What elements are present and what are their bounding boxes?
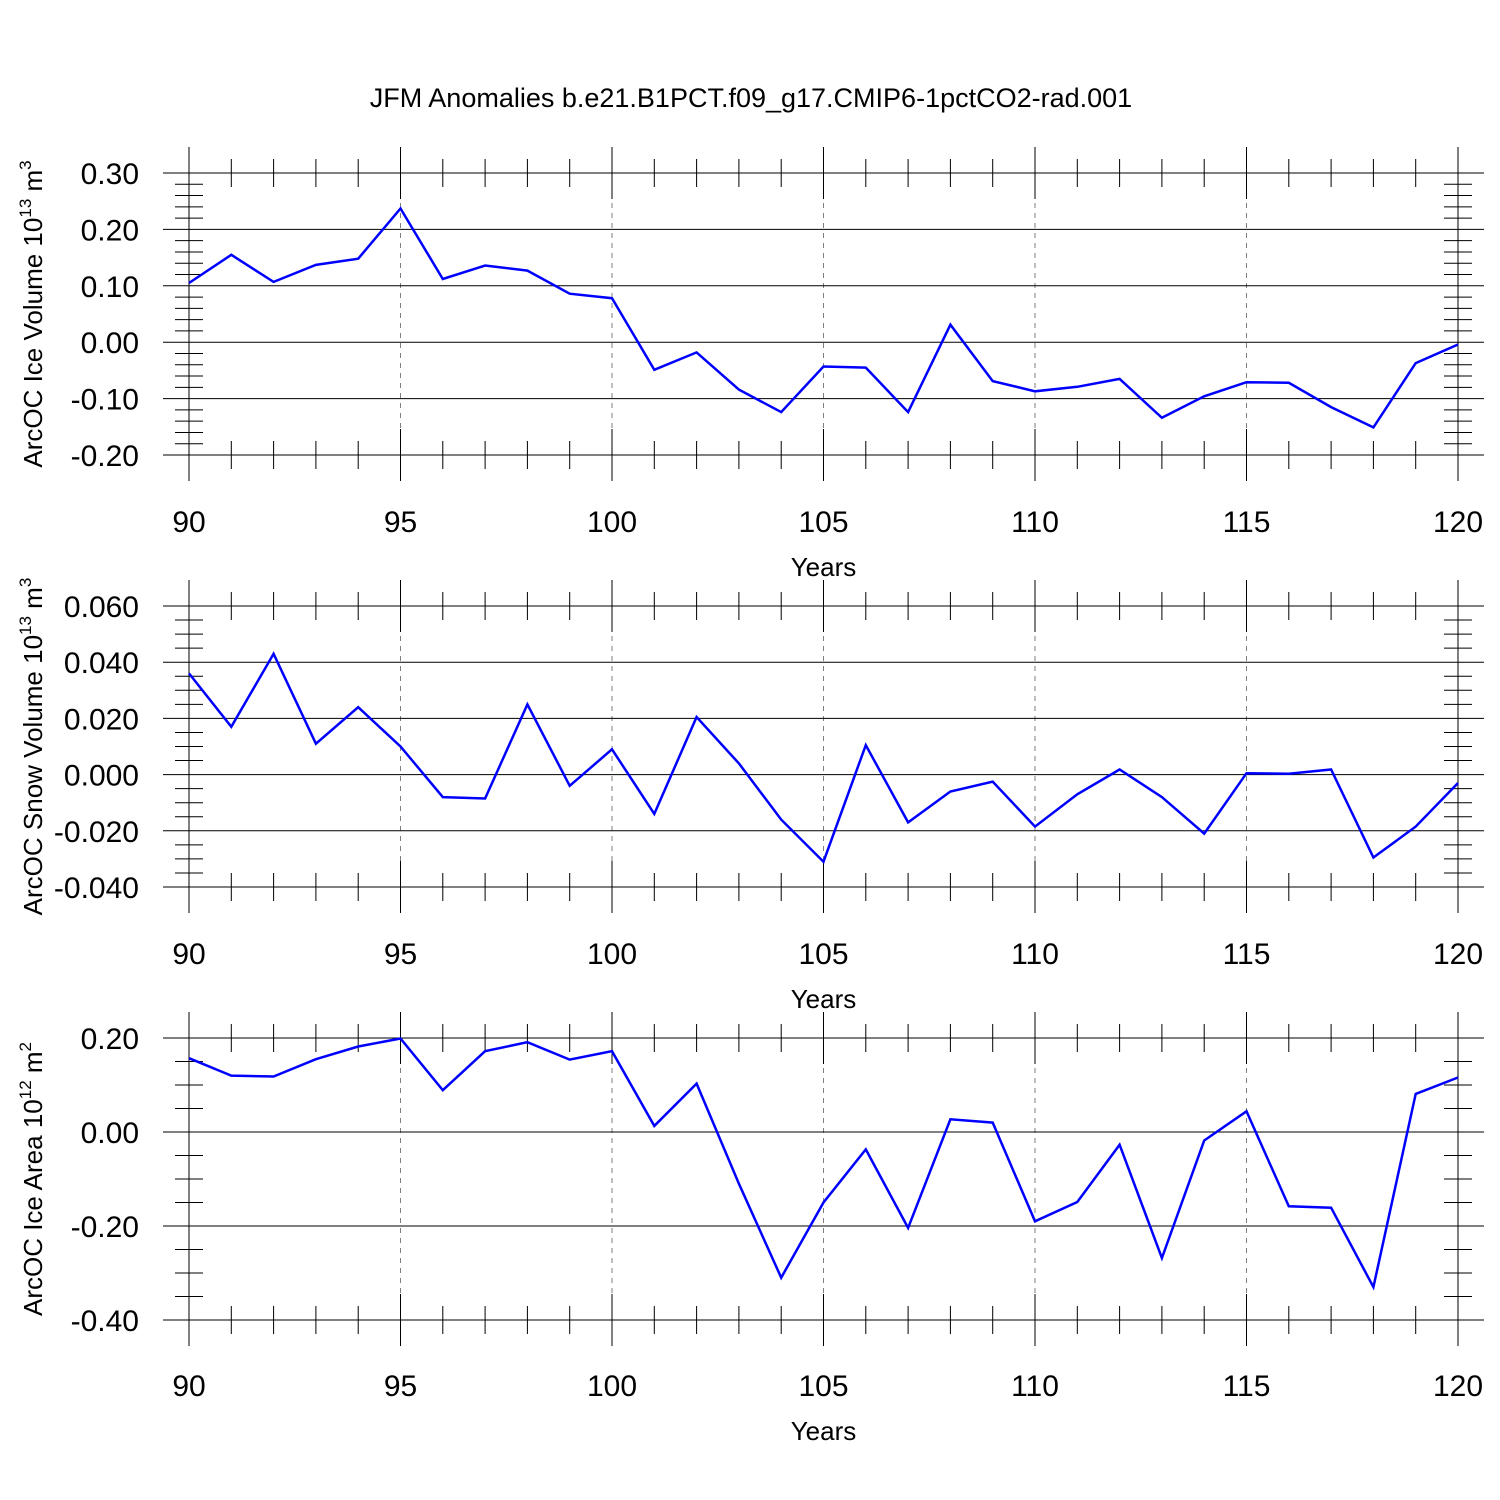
y-tick-label: -0.020 — [54, 816, 139, 849]
series-line — [188, 651, 1459, 864]
y-tick-label: -0.20 — [71, 1211, 139, 1244]
y-tick-label: 0.30 — [81, 158, 139, 191]
y-axis-label: ArcOC Ice Volume 1013 m3 — [16, 160, 48, 467]
x-tick-label: 110 — [1011, 938, 1059, 971]
x-tick-label: 90 — [172, 506, 205, 539]
x-tick-label: 120 — [1433, 1370, 1483, 1403]
panel-ice-area: -0.40 -0.20 0.00 0.20 90 95 100 105 110 115 120 Yea… — [16, 1012, 1484, 1446]
y-tick-label: 0.10 — [81, 271, 139, 304]
y-axis-label: ArcOC Snow Volume 1013 m3 — [16, 578, 48, 916]
y-tick-label: 0.060 — [64, 591, 139, 624]
y-tick-label: -0.20 — [71, 440, 139, 473]
x-tick-label: 100 — [587, 1370, 637, 1403]
panel-ice-volume: -0.20 -0.10 0.00 0.10 0.20 0.30 90 95 100 105 110 1… — [16, 147, 1484, 582]
y-tick-label: -0.040 — [54, 872, 139, 905]
y-tick-label: 0.020 — [64, 703, 139, 736]
x-tick-label: 100 — [587, 938, 637, 971]
x-tick-label: 105 — [798, 506, 848, 539]
y-tick-label: 0.000 — [64, 760, 139, 793]
y-tick-label: 0.20 — [81, 214, 139, 247]
series-line — [188, 206, 1459, 429]
x-tick-label: 90 — [172, 1370, 205, 1403]
panel-snow-volume: -0.040 -0.020 0.000 0.020 0.040 0.060 90 95 100 1… — [16, 578, 1484, 1014]
x-tick-label: 115 — [1223, 506, 1271, 539]
y-tick-label: -0.10 — [71, 384, 139, 417]
x-axis-label: Years — [791, 552, 857, 582]
x-tick-label: 95 — [384, 506, 417, 539]
x-tick-label: 110 — [1011, 1370, 1059, 1403]
x-axis-label: Years — [791, 1416, 857, 1446]
x-axis-label: Years — [791, 984, 857, 1014]
x-tick-label: 105 — [798, 938, 848, 971]
y-tick-label: 0.00 — [81, 1117, 139, 1150]
x-tick-label: 115 — [1223, 1370, 1271, 1403]
chart-title: JFM Anomalies b.e21.B1PCT.f09_g17.CMIP6-… — [370, 83, 1132, 113]
y-tick-label: 0.040 — [64, 647, 139, 680]
x-tick-label: 100 — [587, 506, 637, 539]
y-axis-label: ArcOC Ice Area 1012 m2 — [16, 1042, 48, 1316]
x-tick-label: 120 — [1433, 938, 1483, 971]
x-tick-label: 95 — [384, 1370, 417, 1403]
y-tick-label: 0.00 — [81, 327, 139, 360]
x-tick-label: 105 — [798, 1370, 848, 1403]
x-tick-label: 115 — [1223, 938, 1271, 971]
y-tick-label: -0.40 — [71, 1305, 139, 1338]
x-tick-label: 120 — [1433, 506, 1483, 539]
x-tick-label: 90 — [172, 938, 205, 971]
y-tick-label: 0.20 — [81, 1023, 139, 1056]
series-line — [188, 1037, 1459, 1291]
x-tick-label: 95 — [384, 938, 417, 971]
x-tick-label: 110 — [1011, 506, 1059, 539]
